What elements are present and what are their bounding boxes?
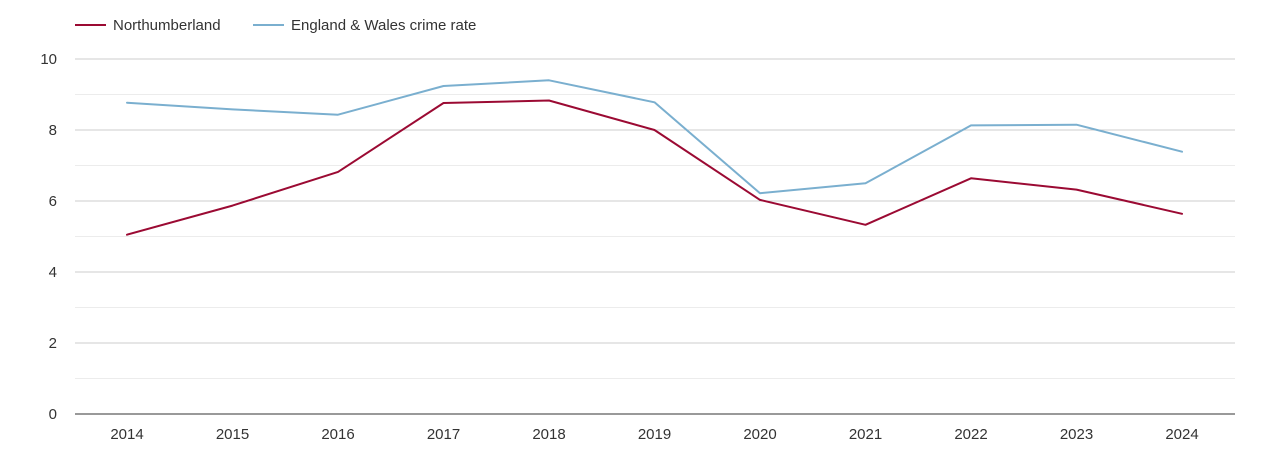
series-line-northumberland bbox=[126, 99, 1183, 236]
y-tick-label: 8 bbox=[49, 122, 57, 139]
y-tick-label: 2 bbox=[49, 335, 57, 352]
series-line-england-wales-crime-rate bbox=[126, 79, 1183, 195]
x-tick-label: 2020 bbox=[743, 426, 776, 443]
x-tick-label: 2017 bbox=[427, 426, 460, 443]
x-tick-label: 2023 bbox=[1060, 426, 1093, 443]
x-tick-label: 2019 bbox=[638, 426, 671, 443]
x-tick-label: 2024 bbox=[1165, 426, 1198, 443]
x-tick-label: 2022 bbox=[954, 426, 987, 443]
y-tick-label: 0 bbox=[49, 406, 57, 423]
x-tick-label: 2014 bbox=[110, 426, 143, 443]
grid bbox=[75, 58, 1235, 379]
x-tick-label: 2016 bbox=[321, 426, 354, 443]
x-tick-label: 2021 bbox=[849, 426, 882, 443]
legend-label-northumberland: Northumberland bbox=[113, 17, 221, 34]
series-lines bbox=[126, 79, 1183, 236]
x-tick-label: 2015 bbox=[216, 426, 249, 443]
legend: Northumberland England & Wales crime rat… bbox=[75, 17, 476, 34]
legend-label-england-wales: England & Wales crime rate bbox=[291, 17, 476, 34]
y-tick-label: 10 bbox=[40, 51, 57, 68]
y-tick-label: 4 bbox=[49, 264, 57, 281]
y-tick-label: 6 bbox=[49, 193, 57, 210]
axes: 0 2 4 6 8 10 2014 2015 2016 2017 2018 2019 2020 2021 2… bbox=[40, 51, 1235, 443]
x-tick-label: 2018 bbox=[532, 426, 565, 443]
